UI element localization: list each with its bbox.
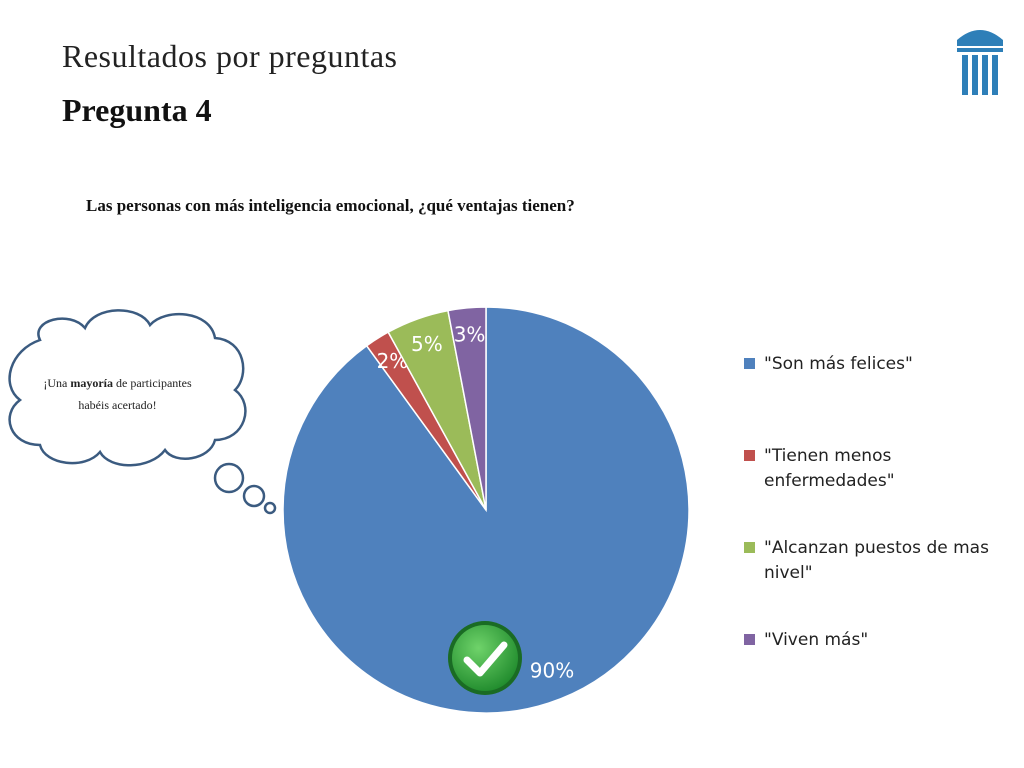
thought-bubble-prefix: ¡Una — [43, 376, 71, 390]
thought-bubble-emphasis: mayoría — [70, 376, 113, 390]
chart-title: Las personas con más inteligencia emocio… — [86, 196, 575, 215]
legend-label: "Viven más" — [764, 630, 869, 650]
slide-title: Resultados por preguntas — [62, 38, 398, 74]
legend-label: "Alcanzan puestos de mas nivel" — [764, 538, 989, 583]
pie-slice — [447, 306, 487, 511]
thought-bubble-text: ¡Una mayoría de participantes habéis ace… — [30, 372, 205, 416]
legend-swatch — [744, 634, 755, 645]
legend-swatch — [744, 358, 755, 369]
legend-label: "Son más felices" — [764, 354, 913, 374]
pie-data-label: 5% — [411, 332, 443, 356]
legend-swatch — [744, 450, 755, 461]
checkmark-icon — [448, 621, 522, 695]
pie-chart: 90%2%5% 3% — [282, 306, 690, 714]
thought-bubble-suffix: de participantes habéis acertado! — [78, 376, 192, 412]
slide-subtitle: Pregunta 4 — [62, 92, 212, 128]
pie-data-label: 90% — [530, 659, 574, 683]
thought-cloud-icon — [8, 309, 277, 515]
legend-swatch — [744, 542, 755, 553]
pie-data-label: 3% — [454, 323, 486, 347]
legend-label: "Tienen menos enfermedades" — [764, 446, 895, 491]
university-columns-logo — [957, 30, 1003, 95]
